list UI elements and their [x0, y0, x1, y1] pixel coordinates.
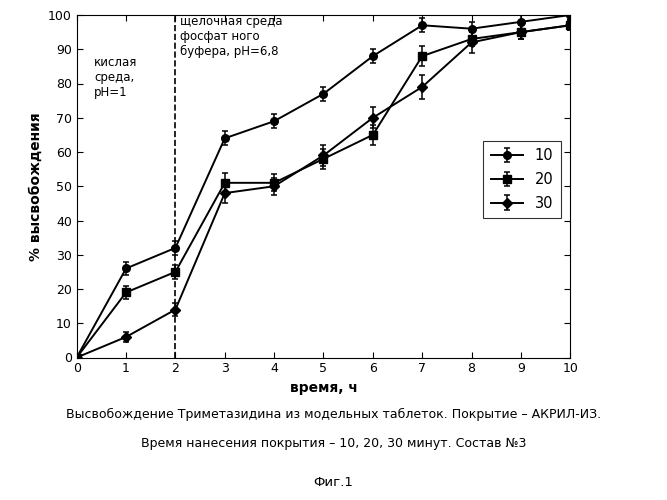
Text: кислая
среда,
pH=1: кислая среда, pH=1	[94, 56, 137, 99]
Text: Фиг.1: Фиг.1	[313, 476, 354, 489]
Text: щелочная среда
фосфат ного
буфера, pH=6,8: щелочная среда фосфат ного буфера, pH=6,…	[180, 15, 283, 58]
Text: Время нанесения покрытия – 10, 20, 30 минут. Состав №3: Время нанесения покрытия – 10, 20, 30 ми…	[141, 438, 526, 450]
X-axis label: время, ч: время, ч	[289, 381, 358, 395]
Legend: 10, 20, 30: 10, 20, 30	[484, 141, 560, 218]
Text: Высвобождение Триметазидина из модельных таблеток. Покрытие – АКРИЛ-ИЗ.: Высвобождение Триметазидина из модельных…	[66, 408, 601, 420]
Y-axis label: % высвобождения: % высвобождения	[29, 112, 43, 260]
